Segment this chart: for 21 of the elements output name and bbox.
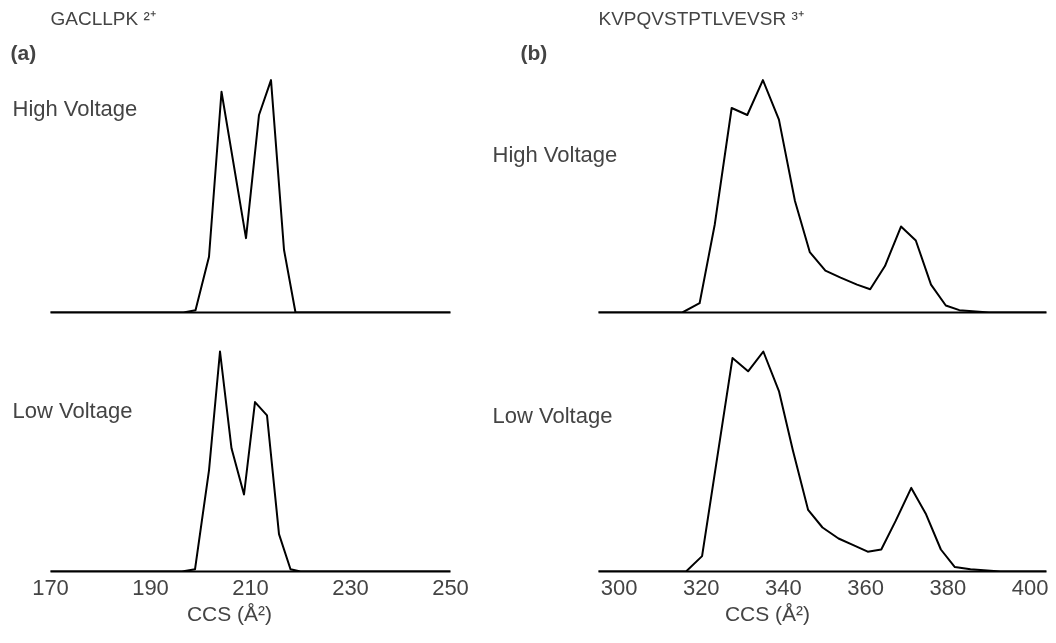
x-tick-label: 190 xyxy=(132,574,169,600)
x-tick-label: 230 xyxy=(332,574,369,600)
chart-subtitle: (a) xyxy=(10,40,37,64)
chart-title: KVPQVSTPTLVEVSR ³⁺ xyxy=(598,7,804,29)
text: Low Voltage xyxy=(12,398,133,424)
x-tick-label: 300 xyxy=(600,574,638,600)
x-axis-title: CCS (Å²) xyxy=(724,601,811,625)
x-tick-label: 400 xyxy=(1011,574,1049,600)
x-tick-label: 320 xyxy=(682,574,720,600)
x-tick-label: 170 xyxy=(32,574,69,600)
chart-subtitle: (b) xyxy=(520,40,548,64)
text: High Voltage xyxy=(12,95,138,121)
x-tick-label: 340 xyxy=(765,574,802,600)
text: High Voltage xyxy=(492,141,618,167)
x-axis-title: CCS (Å²) xyxy=(186,601,273,625)
chart-title: GACLLPK ²⁺ xyxy=(50,7,156,29)
x-tick-label: 380 xyxy=(929,574,967,600)
x-tick-label: 360 xyxy=(847,574,885,600)
x-tick-label: 250 xyxy=(432,574,469,600)
x-tick-label: 210 xyxy=(232,574,269,600)
text: Low Voltage xyxy=(492,402,613,428)
